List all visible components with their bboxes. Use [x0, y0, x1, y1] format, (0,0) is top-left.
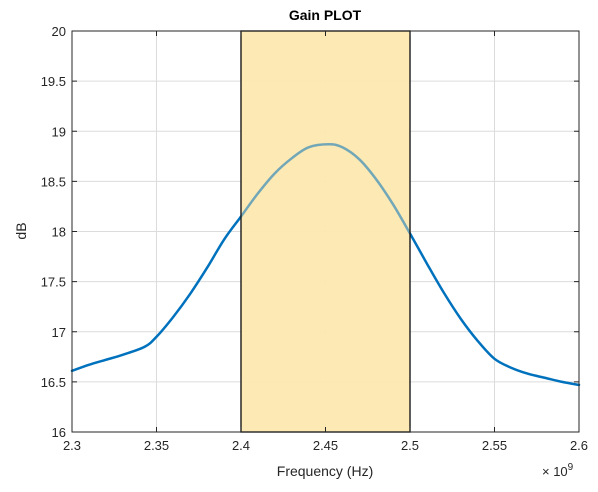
x-tick-label: 2.55	[482, 438, 507, 453]
highlight-band	[241, 31, 410, 432]
chart-title: Gain PLOT	[289, 7, 362, 23]
series-line	[70, 143, 581, 387]
x-tick-label: 2.6	[570, 438, 588, 453]
highlight-band-overlay	[241, 31, 410, 432]
y-tick-labels: 16 16.5 17 17.5 18 18.5 19 19.5 20	[41, 24, 66, 440]
x-axis-label: Frequency (Hz)	[277, 463, 373, 479]
series-group	[70, 31, 581, 432]
y-tick-label: 16.5	[41, 375, 66, 390]
y-tick-label: 17	[52, 325, 66, 340]
x-tick-label: 2.4	[232, 438, 250, 453]
y-tick-label: 19.5	[41, 74, 66, 89]
x-axis-exponent-base: × 10	[542, 464, 568, 479]
x-tick-label: 2.35	[144, 438, 169, 453]
x-tick-label: 2.45	[313, 438, 338, 453]
x-tick-label: 2.5	[401, 438, 419, 453]
y-tick-label: 19	[52, 124, 66, 139]
x-tick-labels: 2.3 2.35 2.4 2.45 2.5 2.55 2.6	[63, 438, 588, 453]
axis-ticks	[71, 30, 580, 433]
y-tick-label: 18	[52, 225, 66, 240]
x-tick-label: 2.3	[63, 438, 81, 453]
y-tick-label: 16	[52, 425, 66, 440]
x-axis-exponent: × 109	[542, 462, 574, 479]
y-axis-label: dB	[13, 222, 29, 239]
y-tick-label: 20	[52, 24, 66, 39]
x-axis-exponent-power: 9	[568, 462, 574, 473]
y-tick-label: 17.5	[41, 275, 66, 290]
y-tick-label: 18.5	[41, 174, 66, 189]
